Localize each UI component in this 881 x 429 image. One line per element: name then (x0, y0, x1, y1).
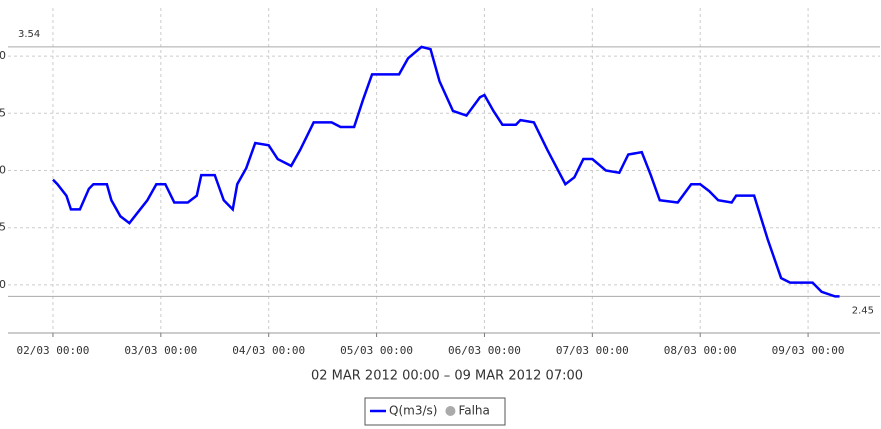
x-tick-label: 09/03 00:00 (772, 344, 845, 357)
y-tick-label: 0 (0, 278, 6, 291)
x-tick-label: 03/03 00:00 (124, 344, 197, 357)
marker-label: 2.45 (852, 305, 874, 316)
chart-subtitle: 02 MAR 2012 00:00 – 09 MAR 2012 07:00 (311, 369, 583, 384)
legend-box (364, 397, 506, 426)
y-tick-label: 0 (0, 49, 6, 62)
x-tick-label: 08/03 00:00 (664, 344, 737, 357)
legend-label: Falha (458, 404, 489, 418)
marker-label: 3.54 (18, 29, 40, 40)
x-tick-label: 06/03 00:00 (448, 344, 521, 357)
legend-label: Q(m3/s) (389, 404, 437, 418)
x-tick-label: 07/03 00:00 (556, 344, 629, 357)
y-tick-label: 5 (0, 106, 6, 119)
x-tick-label: 02/03 00:00 (17, 344, 90, 357)
y-tick-label: 0 (0, 164, 6, 177)
y-tick-label: 5 (0, 221, 6, 234)
x-tick-label: 05/03 00:00 (340, 344, 413, 357)
legend-swatch (445, 406, 456, 416)
x-tick-label: 04/03 00:00 (232, 344, 305, 357)
data-line (52, 45, 840, 298)
